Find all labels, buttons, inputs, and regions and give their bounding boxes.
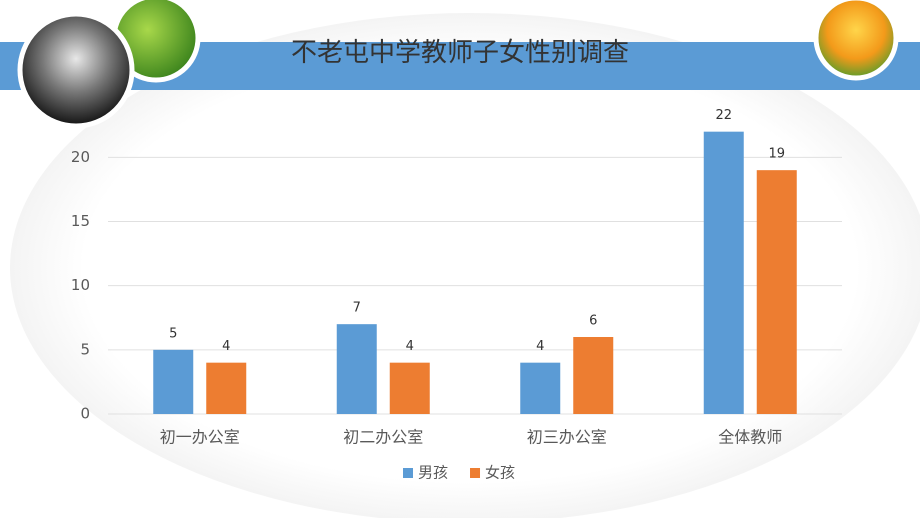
bar: [389, 362, 430, 414]
bar: [153, 349, 194, 414]
legend-label: 男孩: [418, 464, 448, 482]
bar: [520, 362, 561, 414]
bar: [206, 362, 247, 414]
x-tick-label: 初一办公室: [160, 428, 240, 447]
decor-image: [813, 0, 899, 81]
y-tick-label: 10: [71, 276, 90, 294]
data-label: 19: [768, 147, 785, 162]
data-label: 4: [536, 339, 544, 354]
y-tick-label: 15: [71, 212, 90, 230]
bar: [336, 324, 377, 414]
data-label: 6: [589, 314, 597, 329]
data-label: 4: [406, 339, 414, 354]
y-tick-label: 20: [71, 148, 90, 166]
bar: [756, 170, 797, 414]
chart-title: 不老屯中学教师子女性别调查: [291, 38, 629, 68]
data-label: 7: [353, 301, 361, 316]
bar: [573, 337, 614, 414]
legend-label: 女孩: [485, 464, 515, 482]
data-label: 5: [169, 326, 177, 341]
y-tick-label: 5: [80, 340, 90, 358]
data-label: 22: [715, 108, 732, 123]
legend-swatch: [403, 468, 413, 478]
x-tick-label: 全体教师: [718, 428, 782, 447]
plot: 0 5 10 15 20 初一办公室 5 4 初二办公室 7 4 初三办公室 4 6 全体教师 22 19 男孩 女…: [71, 108, 842, 482]
y-tick-label: 0: [80, 405, 90, 423]
data-label: 4: [222, 339, 230, 354]
decor-image: [17, 11, 135, 129]
x-tick-label: 初二办公室: [343, 428, 423, 447]
x-tick-label: 初三办公室: [527, 428, 607, 447]
legend-swatch: [470, 468, 481, 478]
bar: [703, 131, 744, 414]
